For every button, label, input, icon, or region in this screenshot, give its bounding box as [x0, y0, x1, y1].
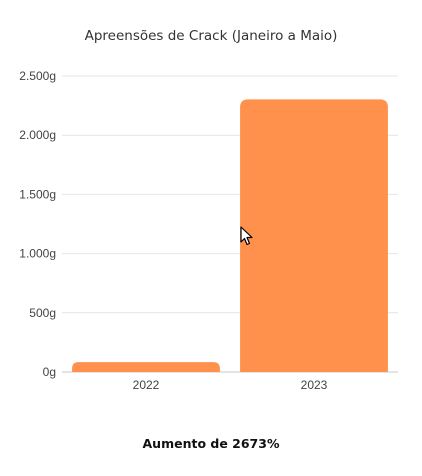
- bar-2023[interactable]: [240, 99, 388, 372]
- bar-2022[interactable]: [72, 362, 220, 372]
- x-tick-label: 2023: [301, 378, 328, 392]
- mouse-pointer-icon: [240, 226, 253, 246]
- y-tick-label: 500g: [29, 306, 56, 320]
- y-tick-label: 1.000g: [19, 247, 56, 261]
- x-axis-ticks: 2022 2023: [133, 378, 328, 392]
- x-tick-label: 2022: [133, 378, 160, 392]
- bars: [72, 99, 388, 372]
- y-tick-label: 1.500g: [19, 187, 56, 201]
- y-tick-label: 2.500g: [19, 69, 56, 83]
- y-tick-label: 0g: [43, 365, 56, 379]
- increase-caption: Aumento de 2673%: [142, 436, 280, 451]
- y-axis-ticks: 0g 500g 1.000g 1.500g 2.000g 2.500g: [19, 69, 56, 379]
- y-tick-label: 2.000g: [19, 128, 56, 142]
- chart-title: Apreensões de Crack (Janeiro a Maio): [84, 28, 338, 44]
